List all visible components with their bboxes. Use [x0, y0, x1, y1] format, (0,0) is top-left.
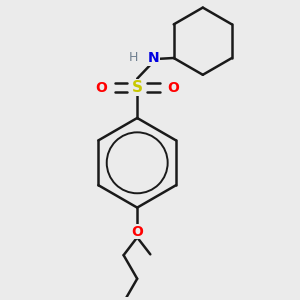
Text: N: N	[148, 51, 160, 65]
Text: O: O	[167, 81, 179, 94]
Text: S: S	[132, 80, 143, 95]
Text: O: O	[131, 225, 143, 238]
Text: O: O	[95, 81, 107, 94]
Text: H: H	[129, 51, 138, 64]
